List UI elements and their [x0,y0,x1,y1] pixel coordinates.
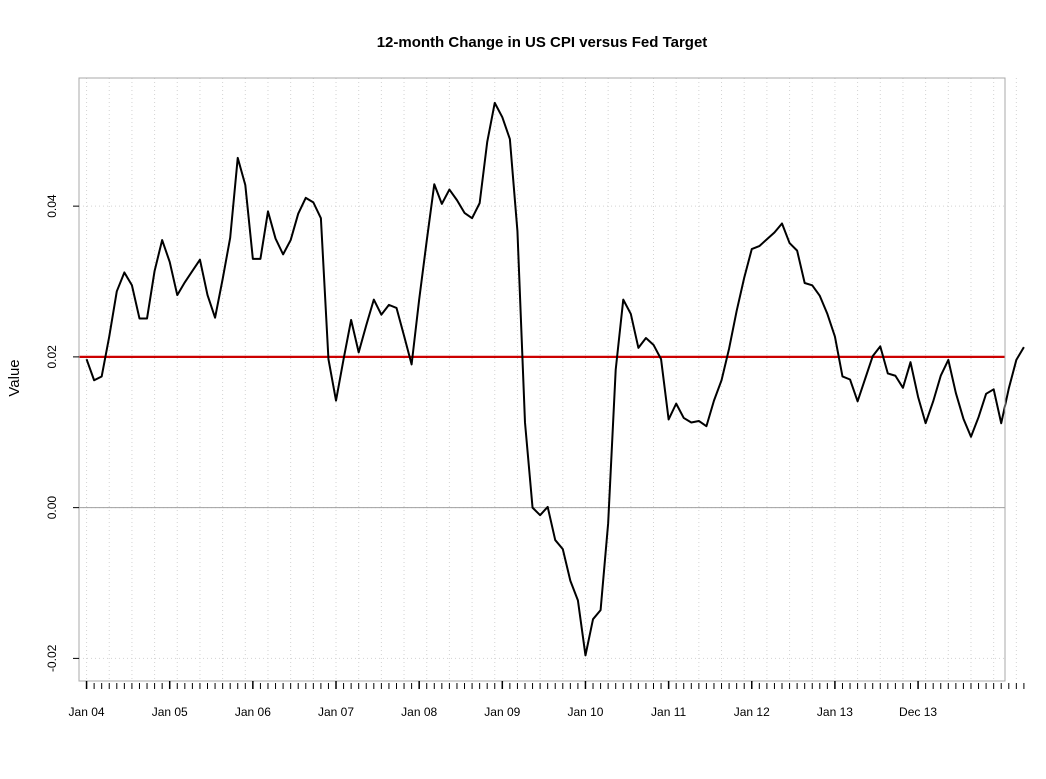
y-tick-label: 0.04 [45,194,59,218]
y-tick-label: -0.02 [45,644,59,672]
x-tick-label: Dec 13 [899,705,937,719]
plot-border [78,77,1006,682]
x-tick-label: Jan 12 [734,705,770,719]
series-layer [85,101,1025,657]
x-tick-label: Jan 10 [567,705,603,719]
y-axis-label: Value [6,359,23,396]
x-tick-label: Jan 13 [817,705,853,719]
grid [79,78,1017,681]
x-tick-label: Jan 06 [235,705,271,719]
x-tick-label: Jan 08 [401,705,437,719]
y-tick-label: 0.02 [45,345,59,369]
cpi-change-line [85,101,1025,657]
x-axis: Jan 04 Jan 05 Jan 06 Jan 07 Jan 08 Jan 09 Jan … [69,681,1025,719]
x-tick-label: Jan 09 [484,705,520,719]
x-tick-label: Jan 07 [318,705,354,719]
chart-title: 12-month Change in US CPI versus Fed Tar… [377,34,708,51]
y-axis: -0.02 0.00 0.02 0.04 [45,194,79,672]
x-tick-label: Jan 11 [651,705,686,719]
reference-lines [79,355,1005,509]
x-tick-label: Jan 05 [152,705,188,719]
x-tick-label: Jan 04 [69,705,105,719]
y-tick-label: 0.00 [45,496,59,520]
